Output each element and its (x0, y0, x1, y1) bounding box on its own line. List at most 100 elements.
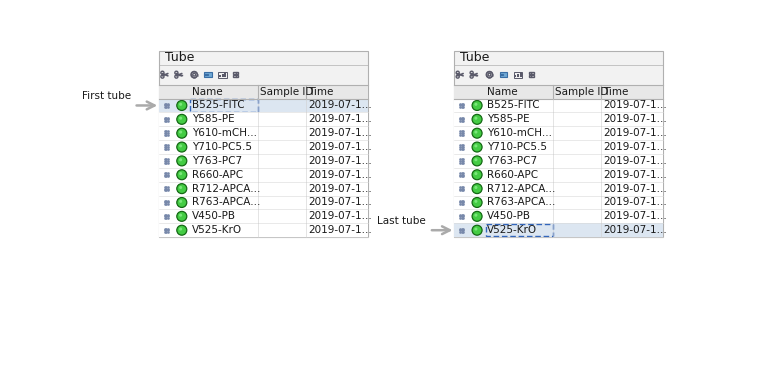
Circle shape (474, 172, 477, 175)
Text: Sample ID: Sample ID (260, 87, 313, 97)
Circle shape (178, 170, 186, 179)
Circle shape (472, 225, 482, 235)
Circle shape (178, 198, 186, 207)
Text: V450-PB: V450-PB (487, 211, 531, 221)
Bar (454, 182, 663, 196)
Text: V525-KrO: V525-KrO (192, 225, 242, 235)
Bar (454, 196, 663, 209)
Text: Y710-PC5.5: Y710-PC5.5 (192, 142, 252, 152)
Circle shape (177, 225, 187, 235)
Circle shape (473, 129, 481, 137)
Text: 2019-07-1...: 2019-07-1... (603, 225, 667, 235)
Text: 2019-07-1...: 2019-07-1... (308, 225, 372, 235)
Circle shape (177, 100, 187, 110)
Circle shape (177, 142, 187, 152)
Text: R712-APCA...: R712-APCA... (192, 184, 260, 194)
Text: 2019-07-1...: 2019-07-1... (603, 156, 667, 166)
Bar (514, 71, 522, 78)
Circle shape (472, 142, 482, 152)
Text: 2019-07-1...: 2019-07-1... (308, 100, 372, 110)
Bar (159, 182, 368, 196)
Circle shape (473, 185, 481, 193)
Bar (236, 75, 239, 77)
Bar (204, 71, 212, 77)
Text: R763-APCA...: R763-APCA... (487, 198, 556, 208)
Text: Y610-mCH...: Y610-mCH... (192, 128, 257, 138)
Bar (159, 85, 368, 99)
Circle shape (474, 228, 477, 231)
Circle shape (179, 172, 182, 175)
Circle shape (178, 226, 186, 234)
Circle shape (473, 101, 481, 110)
Text: 2019-07-1...: 2019-07-1... (308, 128, 372, 138)
Text: R763-APCA...: R763-APCA... (192, 198, 260, 208)
Circle shape (472, 184, 482, 194)
Bar (486, 224, 553, 236)
Circle shape (473, 170, 481, 179)
Bar (454, 223, 663, 237)
Bar (159, 196, 368, 209)
Bar (224, 72, 226, 77)
Bar (159, 154, 368, 168)
Text: 2019-07-1...: 2019-07-1... (308, 211, 372, 221)
Text: Sample ID: Sample ID (556, 87, 609, 97)
Bar (454, 112, 663, 126)
Text: Y763-PC7: Y763-PC7 (487, 156, 537, 166)
Circle shape (474, 144, 477, 147)
Bar (204, 74, 208, 76)
Text: Last tube: Last tube (377, 216, 426, 225)
Circle shape (474, 200, 477, 203)
Circle shape (179, 186, 182, 189)
Bar (159, 223, 368, 237)
Text: 2019-07-1...: 2019-07-1... (603, 128, 667, 138)
Text: 2019-07-1...: 2019-07-1... (603, 100, 667, 110)
Circle shape (177, 198, 187, 208)
Circle shape (177, 114, 187, 124)
Circle shape (474, 131, 477, 134)
Circle shape (472, 128, 482, 138)
Text: B525-FITC: B525-FITC (487, 100, 540, 110)
Bar (159, 126, 368, 140)
Bar (190, 99, 258, 112)
Circle shape (474, 117, 477, 120)
Circle shape (179, 214, 182, 217)
Text: Y585-PE: Y585-PE (487, 114, 530, 124)
Circle shape (473, 212, 481, 221)
Bar (159, 209, 368, 223)
Circle shape (472, 100, 482, 110)
Text: 2019-07-1...: 2019-07-1... (603, 142, 667, 152)
Bar (454, 168, 663, 182)
Circle shape (474, 158, 477, 161)
Bar (454, 51, 663, 237)
Bar (219, 75, 221, 77)
Bar (529, 72, 531, 74)
Circle shape (177, 170, 187, 180)
Circle shape (178, 212, 186, 221)
Circle shape (473, 157, 481, 165)
Circle shape (179, 117, 182, 120)
Text: 2019-07-1...: 2019-07-1... (308, 184, 372, 194)
Text: Y763-PC7: Y763-PC7 (192, 156, 242, 166)
Text: 2019-07-1...: 2019-07-1... (603, 170, 667, 180)
Bar (517, 74, 519, 77)
Bar (454, 154, 663, 168)
Circle shape (179, 131, 182, 134)
Circle shape (178, 101, 186, 110)
Circle shape (474, 186, 477, 189)
Circle shape (177, 128, 187, 138)
Bar (236, 72, 239, 74)
Circle shape (473, 143, 481, 151)
Bar (454, 85, 663, 99)
Circle shape (474, 103, 477, 106)
Circle shape (177, 156, 187, 166)
Circle shape (179, 158, 182, 161)
Bar (159, 99, 368, 112)
Text: 2019-07-1...: 2019-07-1... (308, 198, 372, 208)
Text: Time: Time (603, 87, 629, 97)
Bar (454, 99, 663, 112)
Text: Tube: Tube (460, 51, 489, 64)
Text: First tube: First tube (81, 91, 131, 101)
Bar (454, 209, 663, 223)
Circle shape (177, 211, 187, 221)
Circle shape (179, 228, 182, 231)
